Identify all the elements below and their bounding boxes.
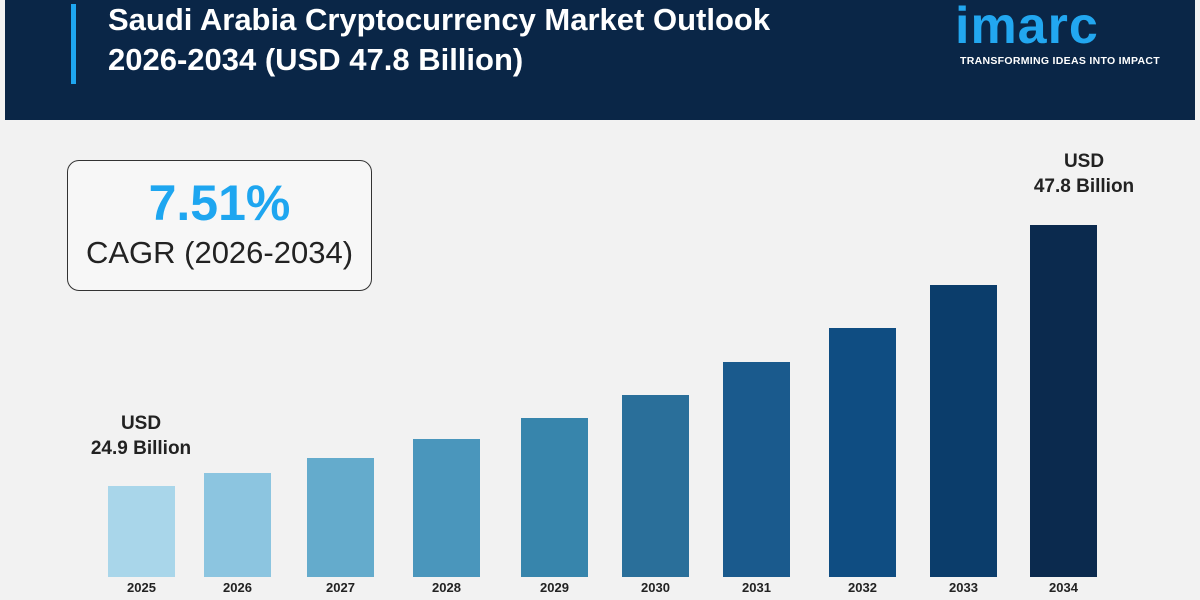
- bar-2025: [108, 486, 175, 577]
- x-tick-label: 2029: [540, 580, 569, 595]
- bar-2027: [307, 457, 374, 577]
- bar-2026: [204, 473, 271, 577]
- cagr-label: CAGR (2026-2034): [85, 235, 354, 270]
- title-accent-bar: [71, 4, 76, 84]
- bar-2029: [521, 417, 588, 577]
- bar-2033: [930, 285, 997, 577]
- bar-2031: [723, 361, 790, 577]
- first-value-label: USD 24.9 Billion: [71, 411, 211, 461]
- x-tick-label: 2032: [848, 580, 877, 595]
- x-tick-label: 2030: [641, 580, 670, 595]
- last-value-amount: 47.8 Billion: [1033, 176, 1135, 197]
- bar-2034: [1030, 225, 1097, 577]
- last-value-label: USD 47.8 Billion: [1014, 149, 1154, 199]
- x-tick-label: 2031: [742, 580, 771, 595]
- cagr-value: 7.51%: [148, 175, 291, 231]
- bar-2028: [413, 439, 480, 577]
- page-title: Saudi Arabia Cryptocurrency Market Outlo…: [108, 0, 770, 80]
- logo-tagline: TRANSFORMING IDEAS INTO IMPACT: [960, 55, 1160, 67]
- x-tick-label: 2027: [326, 580, 355, 595]
- x-tick-label: 2028: [432, 580, 461, 595]
- bar-2032: [829, 327, 896, 577]
- header: Saudi Arabia Cryptocurrency Market Outlo…: [5, 0, 1195, 120]
- x-tick-label: 2025: [127, 580, 156, 595]
- last-value-currency: USD: [1063, 151, 1105, 172]
- title-line-1: Saudi Arabia Cryptocurrency Market Outlo…: [108, 2, 771, 37]
- bar-2030: [622, 394, 689, 577]
- first-value-amount: 24.9 Billion: [90, 438, 192, 459]
- x-tick-label: 2026: [223, 580, 252, 595]
- x-tick-label: 2033: [949, 580, 978, 595]
- imarc-logo: imarc: [955, 0, 1099, 55]
- x-tick-label: 2034: [1049, 580, 1078, 595]
- title-line-2: 2026-2034 (USD 47.8 Billion): [108, 42, 524, 77]
- cagr-box: 7.51% CAGR (2026-2034): [67, 160, 372, 291]
- first-value-currency: USD: [120, 413, 162, 434]
